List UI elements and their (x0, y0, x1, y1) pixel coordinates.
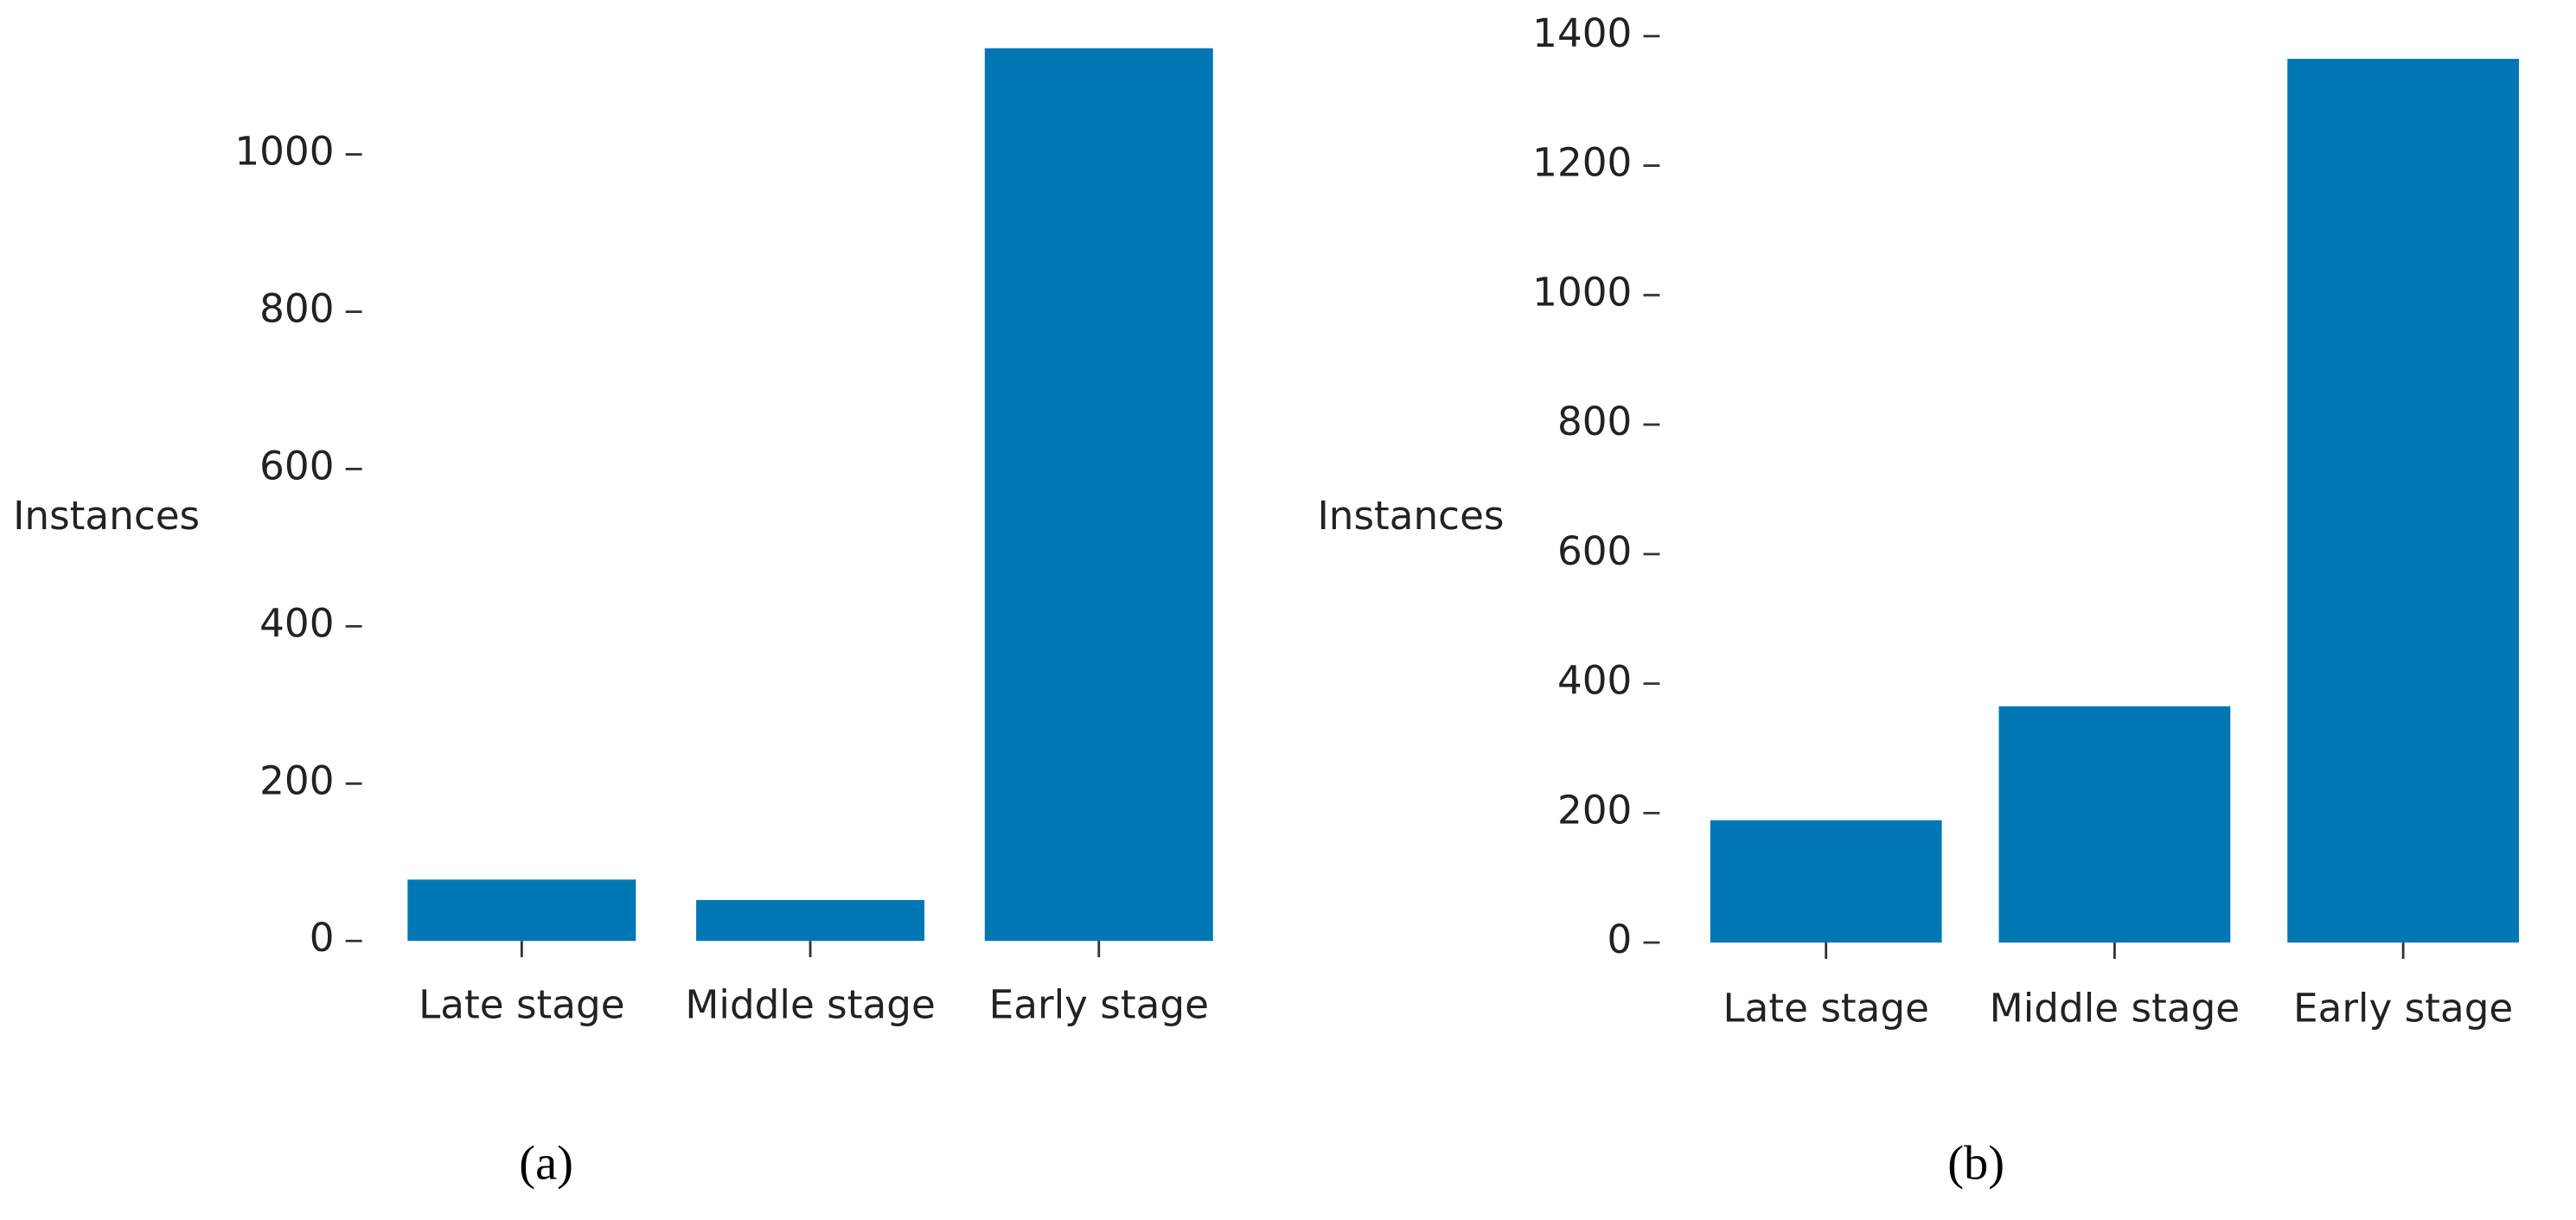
y-tick-label: 1000 (234, 129, 334, 175)
bar (407, 879, 636, 942)
caption: (b) (1947, 1136, 2004, 1190)
y-tick-label: 0 (1608, 917, 1633, 962)
y-axis-label: Instances (13, 493, 200, 539)
bar (1710, 820, 1942, 943)
y-tick-label: 1000 (1532, 269, 1632, 315)
bar (696, 899, 925, 942)
y-tick-label: 600 (259, 443, 334, 489)
x-tick-label: Middle stage (1990, 985, 2240, 1031)
y-tick-label: 800 (259, 286, 334, 332)
y-tick-label: 400 (259, 600, 334, 646)
caption: (a) (519, 1136, 573, 1190)
bar (2287, 59, 2520, 943)
y-tick-label: 1200 (1532, 140, 1632, 186)
x-tick-label: Late stage (419, 982, 625, 1028)
y-tick-label: 400 (1557, 658, 1632, 704)
x-tick-label: Late stage (1723, 985, 1929, 1031)
bar (1998, 706, 2231, 943)
y-axis-label: Instances (1317, 493, 1504, 539)
y-tick-label: 600 (1557, 528, 1632, 574)
x-tick-label: Early stage (989, 982, 1209, 1028)
x-tick-label: Middle stage (685, 982, 935, 1028)
y-tick-label: 1400 (1532, 10, 1632, 56)
y-tick-label: 200 (259, 757, 334, 803)
x-tick-label: Early stage (2293, 985, 2513, 1031)
y-tick-label: 800 (1557, 399, 1632, 444)
y-tick-label: 200 (1557, 787, 1632, 833)
y-tick-label: 0 (310, 915, 335, 961)
bar (984, 48, 1213, 942)
